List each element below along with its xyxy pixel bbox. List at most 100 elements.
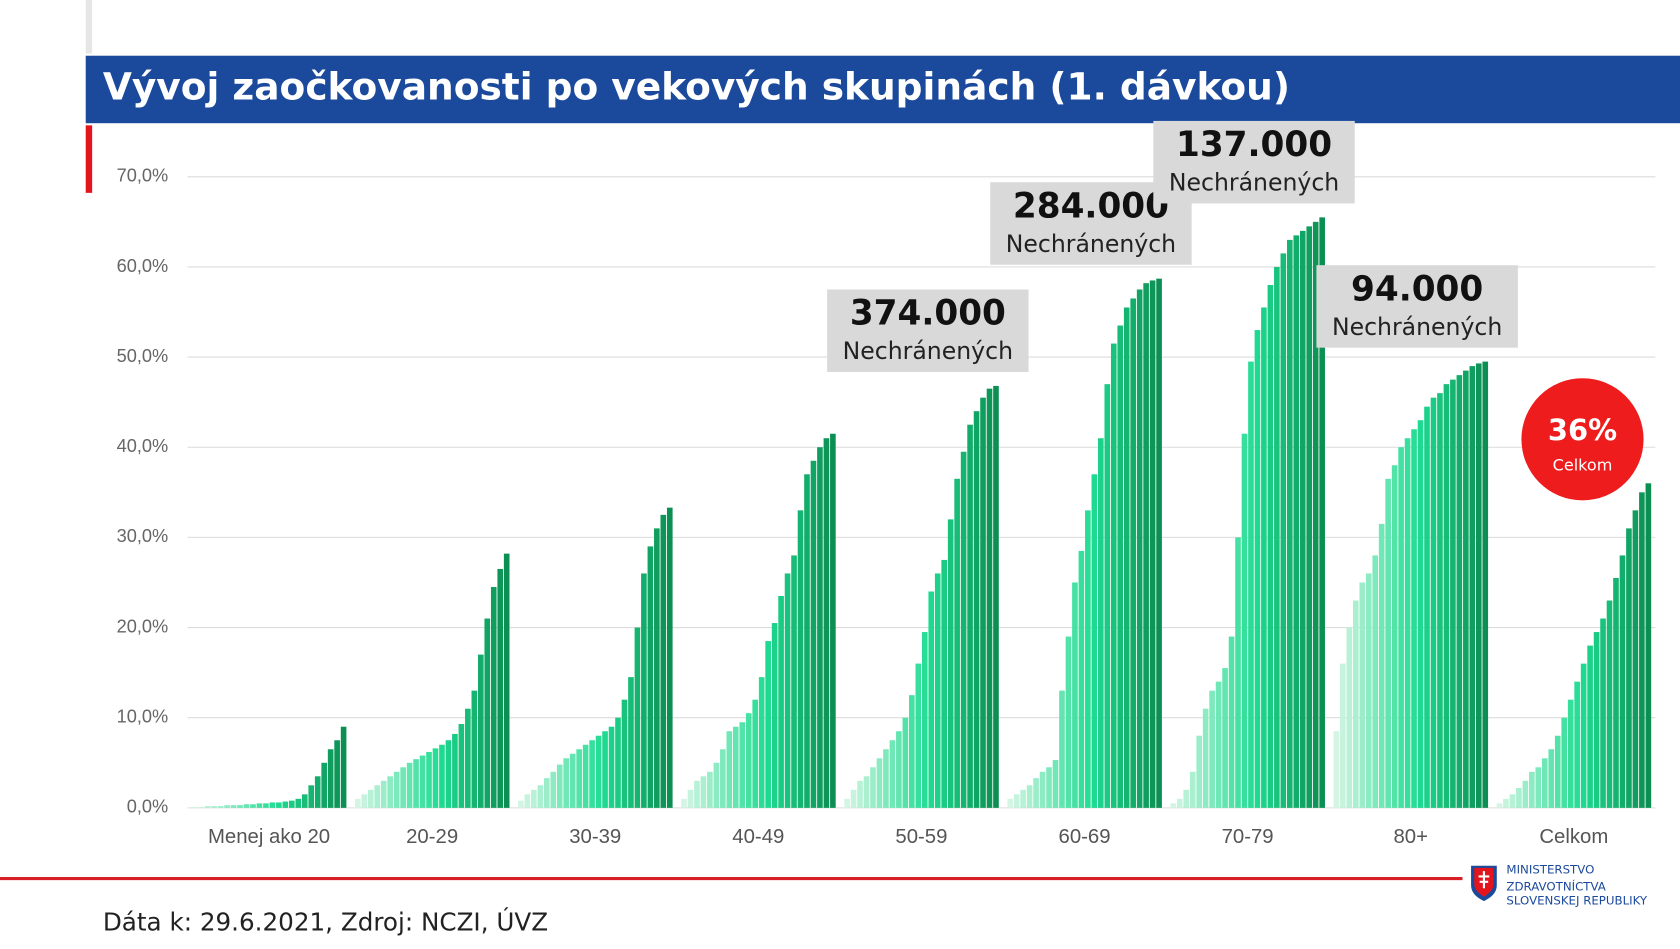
bar	[1286, 239, 1293, 808]
bar	[1333, 731, 1340, 808]
x-tick-label: 30-39	[569, 826, 621, 848]
bar	[256, 803, 263, 808]
x-tick-label: 50-59	[895, 826, 947, 848]
bar	[1411, 429, 1417, 808]
bar	[870, 767, 876, 808]
bar	[1222, 668, 1228, 808]
annotation-text: Nechránených	[1169, 169, 1339, 197]
y-tick-label: 10,0%	[117, 707, 169, 727]
bar	[1626, 528, 1632, 808]
bar	[406, 762, 413, 808]
bar	[308, 785, 315, 808]
bar	[582, 744, 589, 808]
bar	[1312, 221, 1319, 808]
bar	[1587, 645, 1593, 808]
bar	[374, 785, 381, 808]
bar	[1404, 438, 1411, 808]
bar	[393, 771, 400, 808]
annotation-value: 94.000	[1351, 269, 1483, 309]
bar	[902, 717, 909, 808]
bar	[1580, 663, 1587, 808]
x-tick-label: 60-69	[1059, 826, 1111, 848]
bar	[334, 740, 340, 808]
bar	[1117, 325, 1124, 808]
y-tick-label: 60,0%	[117, 256, 169, 276]
bar	[986, 388, 993, 808]
bar	[1306, 226, 1313, 808]
x-tick-label: Celkom	[1539, 826, 1608, 848]
bar	[497, 568, 504, 808]
bar	[628, 677, 634, 808]
bar	[1319, 217, 1325, 808]
bar	[1110, 343, 1117, 808]
gray-strip	[85, 0, 93, 54]
bar	[1136, 289, 1143, 808]
bar	[1430, 397, 1437, 808]
bar	[1046, 767, 1052, 808]
bar	[1033, 778, 1039, 808]
bar	[1554, 735, 1561, 808]
bar	[1267, 284, 1274, 808]
bar	[941, 559, 947, 808]
bar	[1424, 406, 1430, 808]
logo-text: ZDRAVOTNÍCTVA	[1506, 879, 1605, 894]
x-tick-label: 20-29	[406, 826, 458, 848]
bar	[1365, 573, 1372, 808]
annotation-text: Nechránených	[1006, 230, 1176, 258]
bar	[980, 397, 986, 808]
bar	[426, 751, 432, 808]
bar	[217, 806, 224, 808]
bar	[1378, 523, 1385, 808]
bar	[1346, 627, 1353, 808]
bar	[641, 573, 647, 808]
title-bar	[85, 55, 1680, 124]
bar	[967, 424, 973, 808]
bar	[732, 726, 739, 808]
x-tick-label: 80+	[1393, 826, 1428, 848]
bar	[458, 724, 465, 808]
bar	[1007, 798, 1013, 808]
annotation-value: 374.000	[850, 294, 1006, 334]
red-accent	[85, 125, 93, 193]
bar	[1039, 771, 1046, 808]
bar	[1189, 771, 1196, 808]
bar	[654, 528, 660, 808]
bar	[1293, 235, 1300, 808]
bar	[1456, 375, 1463, 808]
bar	[1104, 384, 1111, 808]
bar	[1340, 663, 1346, 808]
bar	[1522, 780, 1529, 808]
bar	[857, 780, 863, 808]
annotation-text: Nechránených	[843, 337, 1013, 365]
bar	[954, 478, 960, 808]
bar	[269, 802, 276, 808]
bar	[1209, 690, 1215, 808]
bar	[1176, 798, 1183, 808]
bar	[1228, 636, 1235, 808]
bar	[758, 677, 765, 808]
bar	[883, 749, 889, 808]
bar	[1593, 632, 1600, 808]
bar	[1541, 758, 1548, 808]
bar	[1600, 618, 1606, 808]
bar	[1254, 330, 1261, 808]
bar	[224, 805, 230, 808]
bar	[380, 780, 387, 808]
bar	[445, 740, 452, 808]
bar	[413, 759, 419, 808]
annotation-value: 137.000	[1176, 125, 1332, 165]
bar	[817, 447, 823, 808]
annotation-text: Nechránených	[1332, 313, 1502, 341]
bar	[634, 627, 641, 808]
bar	[276, 802, 282, 808]
bar	[797, 510, 804, 808]
bar	[1613, 577, 1619, 808]
bar	[1261, 307, 1267, 808]
bar	[1417, 420, 1424, 808]
x-tick-label: 40-49	[732, 826, 784, 848]
bar	[340, 726, 347, 808]
y-tick-label: 40,0%	[117, 436, 169, 456]
bar	[915, 663, 922, 808]
bar	[1215, 681, 1222, 808]
bar	[1130, 298, 1136, 808]
